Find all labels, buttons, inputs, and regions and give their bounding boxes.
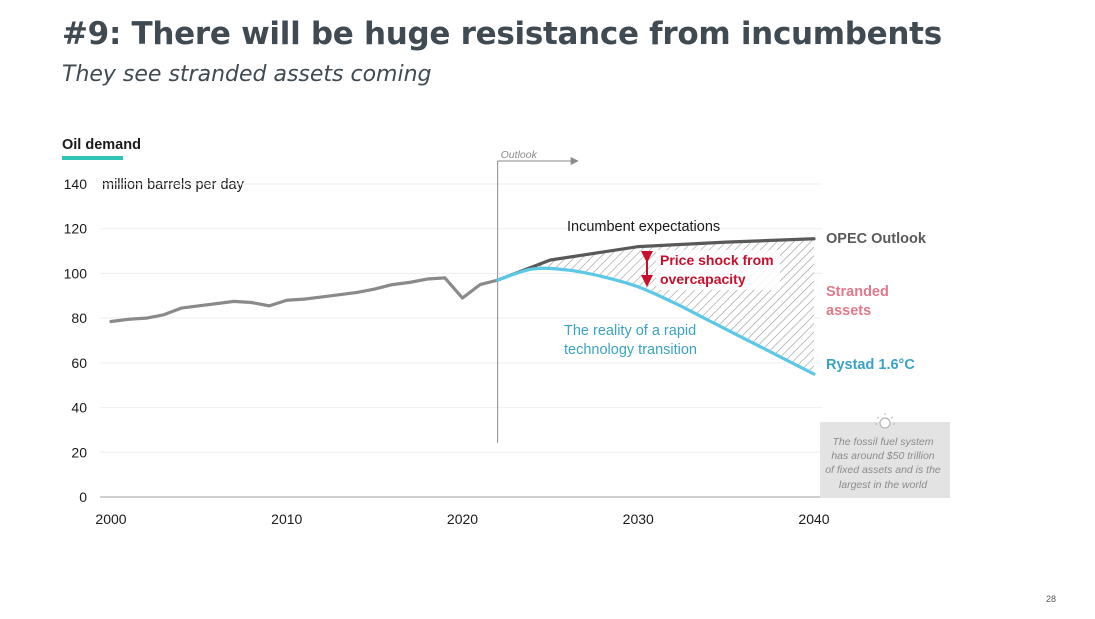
slide-subtitle: They see stranded assets coming: [62, 62, 432, 87]
callout-line-1: The fossil fuel system: [833, 436, 934, 448]
y-tick-label: 100: [64, 265, 88, 281]
opec-outlook-line: [496, 237, 816, 282]
callout-line-3: of fixed assets and is the: [825, 464, 941, 476]
rystad-line: [496, 266, 816, 376]
series-lines: [109, 237, 816, 376]
rystad-label: Rystad 1.6°C: [826, 357, 915, 373]
y-tick-label: 60: [71, 355, 87, 371]
y-tick-label: 20: [71, 444, 87, 460]
x-tick-label: 2030: [623, 511, 654, 527]
y-tick-label: 80: [71, 310, 87, 326]
outlook-marker: Outlook: [497, 149, 579, 443]
y-tick-labels: 0 20 40 60 80 100 120 140: [64, 176, 88, 505]
chart-title: Oil demand: [62, 137, 141, 153]
y-tick-label: 0: [79, 489, 87, 505]
price-shock-label-bg: [656, 250, 780, 290]
opec-outlook-label: OPEC Outlook: [826, 231, 927, 247]
historical-demand-line: [109, 276, 500, 324]
outlook-label: Outlook: [501, 149, 538, 161]
x-tick-label: 2020: [447, 511, 478, 527]
incumbent-expectations-label: Incumbent expectations: [567, 219, 720, 235]
price-shock-label: Price shock from overcapacity: [660, 252, 778, 287]
x-tick-labels: 2000 2010 2020 2030 2040: [95, 511, 829, 527]
y-tick-label: 120: [64, 221, 88, 237]
y-axis-label: million barrels per day: [102, 177, 245, 193]
callout-line-4: largest in the world: [839, 479, 928, 491]
fossil-fuel-callout: The fossil fuel system has around $50 tr…: [820, 413, 950, 498]
reality-label: The reality of a rapid technology transi…: [564, 323, 700, 358]
callout-line-2: has around $50 trillion: [831, 450, 934, 462]
x-tick-label: 2010: [271, 511, 302, 527]
page-number: 28: [1046, 594, 1057, 604]
x-tick-label: 2000: [95, 511, 126, 527]
lightbulb-icon: [875, 413, 895, 429]
chart-title-underline: [62, 156, 123, 160]
stranded-assets-label: Stranded assets: [826, 284, 893, 319]
y-tick-label: 40: [71, 400, 87, 416]
x-tick-label: 2040: [798, 511, 829, 527]
slide-title: #9: There will be huge resistance from i…: [62, 16, 942, 52]
callout-box: [820, 422, 950, 498]
y-tick-label: 140: [64, 176, 88, 192]
